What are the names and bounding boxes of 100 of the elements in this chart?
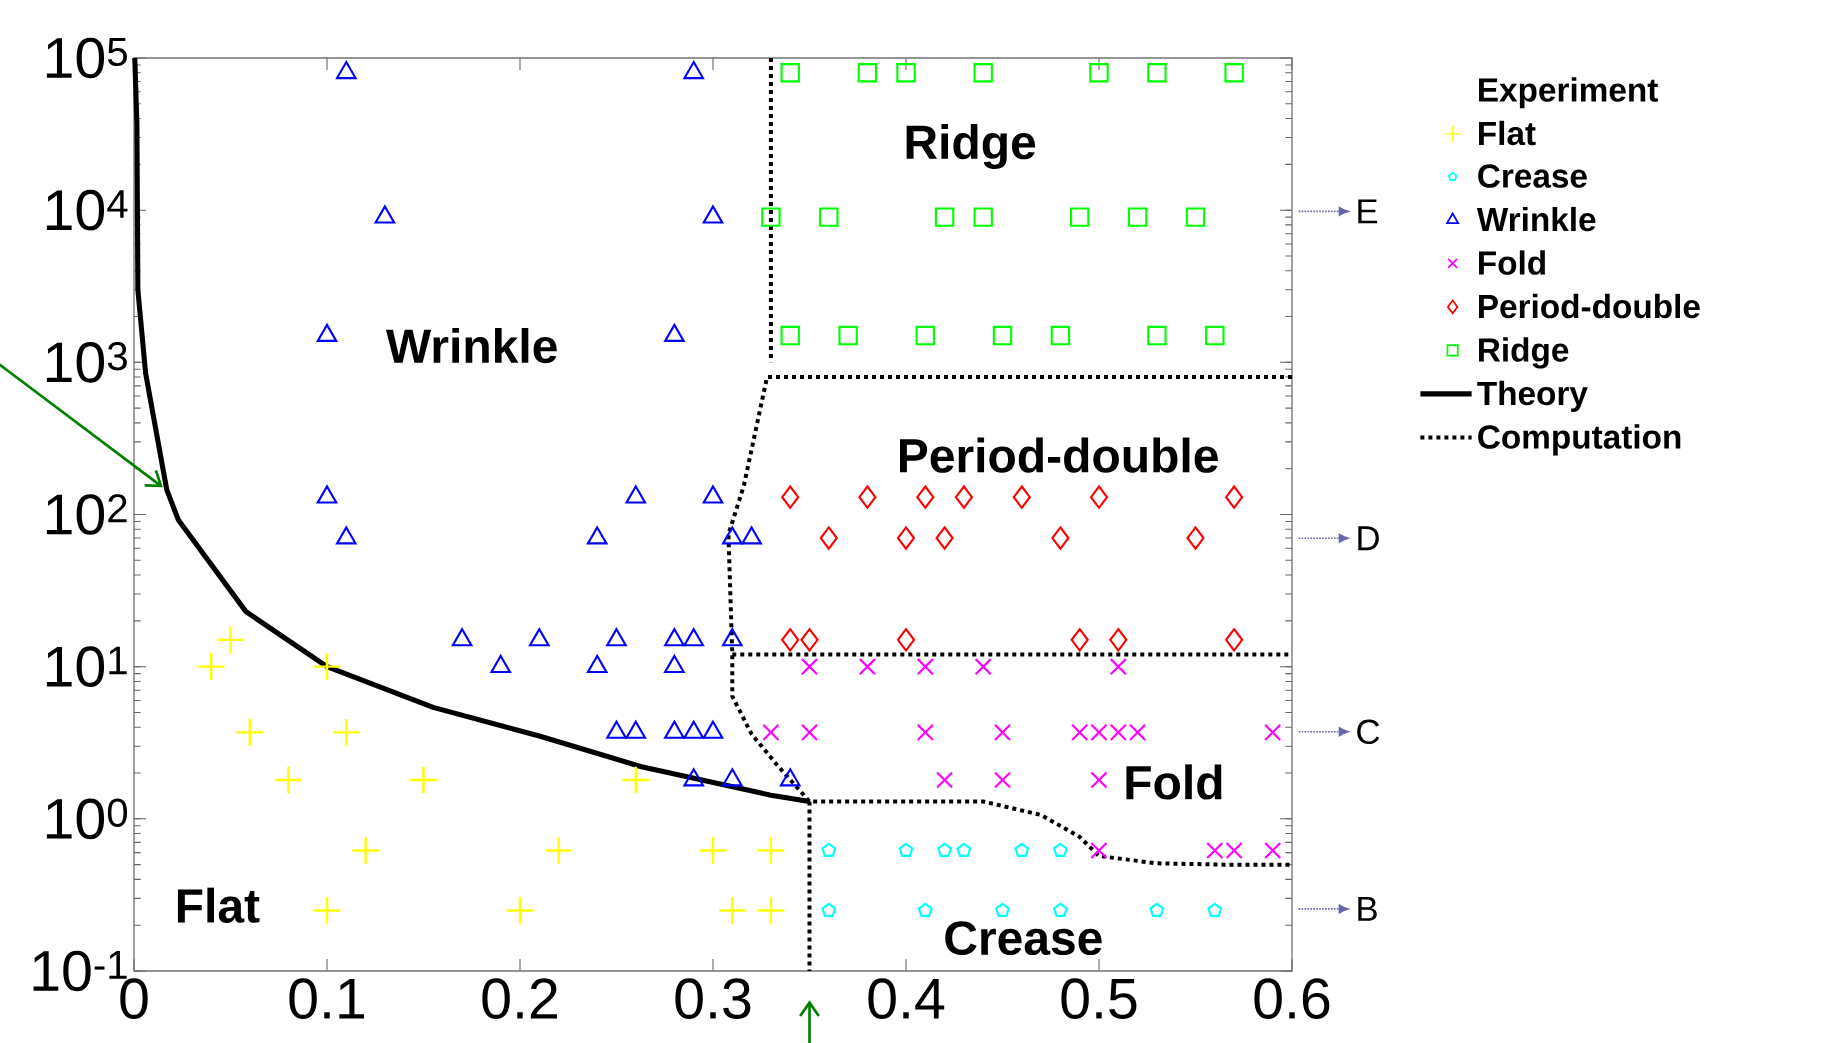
point xyxy=(821,842,837,857)
text: D xyxy=(1358,526,1379,551)
y-tick-label: 10$^{5}$ xyxy=(46,37,127,79)
x-tick-label: 0.3 xyxy=(675,978,751,1019)
point xyxy=(973,207,993,227)
point xyxy=(332,719,360,746)
point xyxy=(857,63,878,83)
x-tick-label: 0.4 xyxy=(868,978,945,1019)
point xyxy=(954,485,973,509)
point xyxy=(197,653,225,680)
point xyxy=(313,653,341,680)
point xyxy=(916,485,935,509)
legend-label: Fold xyxy=(1479,250,1545,275)
point xyxy=(821,902,837,917)
text: C xyxy=(1357,719,1380,745)
x-tick-label: 0.1 xyxy=(289,978,365,1019)
point xyxy=(1053,842,1068,857)
point xyxy=(781,628,800,652)
point xyxy=(995,902,1010,917)
point xyxy=(800,723,819,741)
point xyxy=(1012,485,1031,509)
annotation: Period-double xyxy=(899,437,1218,473)
point xyxy=(937,842,953,857)
legend-label: Computation xyxy=(1478,424,1681,456)
point xyxy=(1264,723,1282,741)
point xyxy=(956,842,972,857)
x-tick-label: 0.5 xyxy=(1061,978,1137,1019)
point xyxy=(781,485,800,509)
annotation: Ridge xyxy=(906,124,1036,170)
point xyxy=(757,897,785,924)
point xyxy=(1207,902,1223,917)
point xyxy=(1090,771,1108,789)
point xyxy=(313,897,341,924)
y-tick-label: 10$^{3}$ xyxy=(46,342,127,383)
point xyxy=(1225,841,1243,860)
point xyxy=(858,485,877,509)
point xyxy=(1225,628,1244,652)
point xyxy=(757,837,785,864)
point xyxy=(974,658,992,676)
point xyxy=(800,628,819,652)
point xyxy=(1090,723,1108,741)
point xyxy=(1149,902,1165,917)
point xyxy=(545,837,572,864)
legend-label: Flat xyxy=(1479,120,1536,146)
point xyxy=(1071,723,1089,741)
legend-label: Ridge xyxy=(1479,337,1569,369)
point xyxy=(699,837,727,864)
legend-title: Experiment xyxy=(1479,77,1658,109)
point xyxy=(236,719,264,746)
point xyxy=(506,897,534,924)
point xyxy=(896,63,916,83)
point xyxy=(819,526,838,550)
y-tick-label: 10$^{1}$ xyxy=(46,646,127,687)
point xyxy=(410,766,437,794)
point xyxy=(780,63,800,83)
point xyxy=(1090,841,1108,860)
point xyxy=(1051,526,1070,550)
y-tick-label: 10$^{0}$ xyxy=(46,798,128,840)
point xyxy=(762,723,780,741)
point xyxy=(1109,658,1127,676)
point xyxy=(917,902,933,917)
point xyxy=(275,766,302,794)
point xyxy=(819,207,839,227)
annotation: Wrinkle xyxy=(385,327,557,364)
point xyxy=(1014,842,1030,857)
point xyxy=(915,325,936,346)
point xyxy=(993,771,1012,789)
point xyxy=(217,626,244,654)
text: B xyxy=(1358,896,1377,921)
y-tick-label: 10$^{4}$ xyxy=(46,189,128,231)
annotation: Fold xyxy=(1126,764,1222,800)
point xyxy=(352,837,379,864)
point xyxy=(898,842,914,857)
legend-label: Theory xyxy=(1477,380,1588,412)
point xyxy=(992,325,1013,346)
x-tick-label: 0.6 xyxy=(1254,978,1330,1019)
text: E xyxy=(1358,199,1378,224)
point xyxy=(916,723,934,741)
point xyxy=(934,207,955,227)
point xyxy=(1128,723,1147,741)
point xyxy=(935,526,954,550)
x-tick-label: 0.2 xyxy=(482,978,557,1019)
point xyxy=(1109,723,1127,741)
point xyxy=(1127,207,1148,227)
annotation: Flat xyxy=(177,887,260,923)
point xyxy=(1053,902,1068,917)
point xyxy=(838,325,858,346)
legend-label: Wrinkle xyxy=(1476,206,1596,232)
point xyxy=(1050,325,1071,346)
point xyxy=(780,325,800,346)
y-tick-label: 10$^{2}$ xyxy=(46,494,127,535)
point xyxy=(1206,841,1224,860)
point xyxy=(896,526,916,550)
point xyxy=(896,628,916,652)
point xyxy=(935,771,954,789)
point xyxy=(858,658,877,676)
point xyxy=(1225,485,1244,509)
point xyxy=(993,723,1012,741)
point xyxy=(718,897,746,924)
point xyxy=(1186,526,1205,550)
